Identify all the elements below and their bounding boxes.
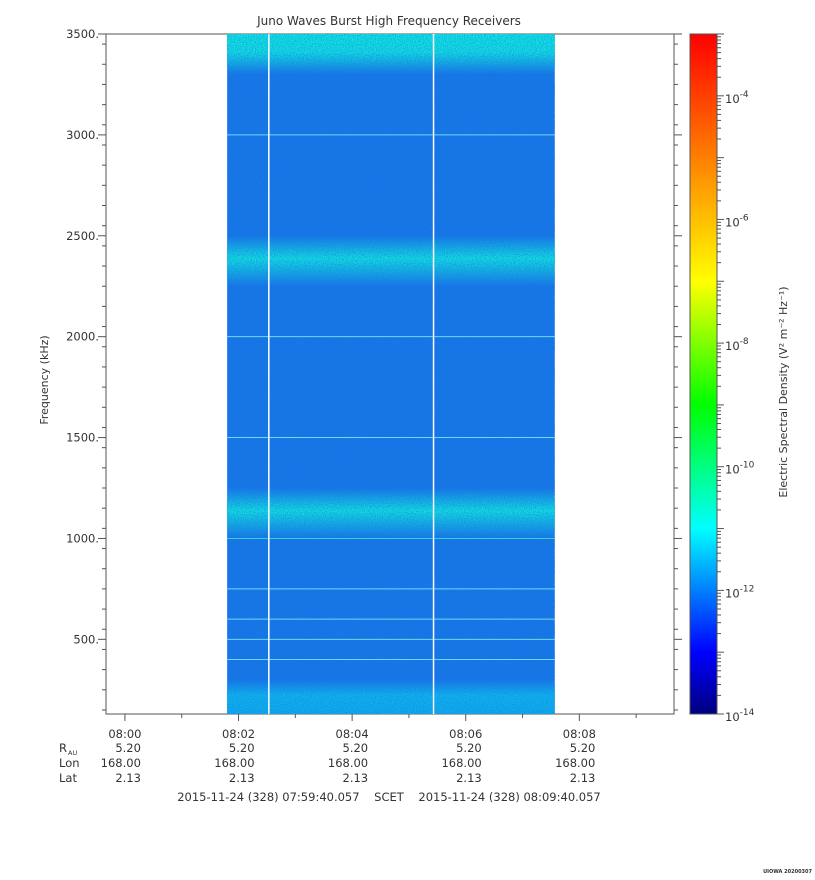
colorbar: 10-4 10-6 10-8 10-10 10-12 10-14 — [689, 33, 755, 724]
footer-stamp: UIOWA 20200307 — [763, 869, 812, 875]
y-axis: 500. 1000. 1500. 2000. 2500. 3000. 3500. — [66, 27, 682, 711]
time-range-text: 2015-11-24 (328) 07:59:40.057 SCET 2015-… — [177, 790, 601, 804]
ephemeris-value: 168.00 — [555, 756, 595, 770]
colorbar-tick-label: 10-14 — [725, 708, 755, 724]
spectrogram-data-region — [227, 34, 555, 714]
ephemeris-value: 2.13 — [343, 771, 369, 785]
ephemeris-row-sublabel: AU — [68, 749, 77, 757]
colorbar-tick-label: 10-6 — [725, 213, 749, 229]
x-tick-label: 08:00 — [108, 727, 141, 741]
x-axis: 08:00 08:02 08:04 08:06 08:08 — [108, 714, 637, 741]
ephemeris-table: R AU 5.20 5.20 5.20 5.20 5.20 Lon 168.00 168.00 16… — [59, 741, 595, 785]
ephemeris-value: 5.20 — [570, 741, 596, 755]
y-tick-label: 2500. — [66, 229, 99, 243]
ephemeris-value: 2.13 — [456, 771, 482, 785]
colorbar-label: Electric Spectral Density (V² m⁻² Hz⁻¹) — [777, 286, 790, 497]
y-tick-label: 1000. — [66, 531, 99, 545]
colorbar-tick-label: 10-12 — [725, 584, 754, 600]
ephemeris-value: 5.20 — [115, 741, 141, 755]
x-tick-label: 08:04 — [336, 727, 369, 741]
ephemeris-row-label: Lon — [59, 756, 80, 770]
x-tick-label: 08:06 — [449, 727, 482, 741]
colorbar-gradient — [689, 33, 718, 715]
ephemeris-value: 5.20 — [229, 741, 255, 755]
y-tick-label: 2000. — [66, 330, 99, 344]
x-tick-label: 08:08 — [563, 727, 596, 741]
ephemeris-value: 5.20 — [456, 741, 482, 755]
ephemeris-row-label: R — [59, 741, 67, 755]
colorbar-tick-label: 10-8 — [725, 337, 749, 353]
y-tick-label: 1500. — [66, 431, 99, 445]
colorbar-tick-label: 10-4 — [725, 90, 749, 106]
y-tick-label: 3000. — [66, 128, 99, 142]
ephemeris-row-label: Lat — [59, 771, 77, 785]
spectrogram-noise — [227, 34, 555, 714]
ephemeris-value: 168.00 — [101, 756, 141, 770]
x-tick-label: 08:02 — [222, 727, 255, 741]
ephemeris-value: 168.00 — [441, 756, 481, 770]
ephemeris-value: 2.13 — [570, 771, 596, 785]
ephemeris-value: 168.00 — [328, 756, 368, 770]
y-axis-label: Frequency (kHz) — [38, 335, 51, 424]
ephemeris-value: 2.13 — [229, 771, 255, 785]
chart-title: Juno Waves Burst High Frequency Receiver… — [256, 14, 521, 28]
y-tick-label: 500. — [73, 632, 99, 646]
ephemeris-value: 2.13 — [115, 771, 141, 785]
ephemeris-value: 5.20 — [343, 741, 369, 755]
ephemeris-value: 168.00 — [214, 756, 254, 770]
colorbar-tick-label: 10-10 — [725, 461, 755, 477]
y-tick-label: 3500. — [66, 27, 99, 41]
